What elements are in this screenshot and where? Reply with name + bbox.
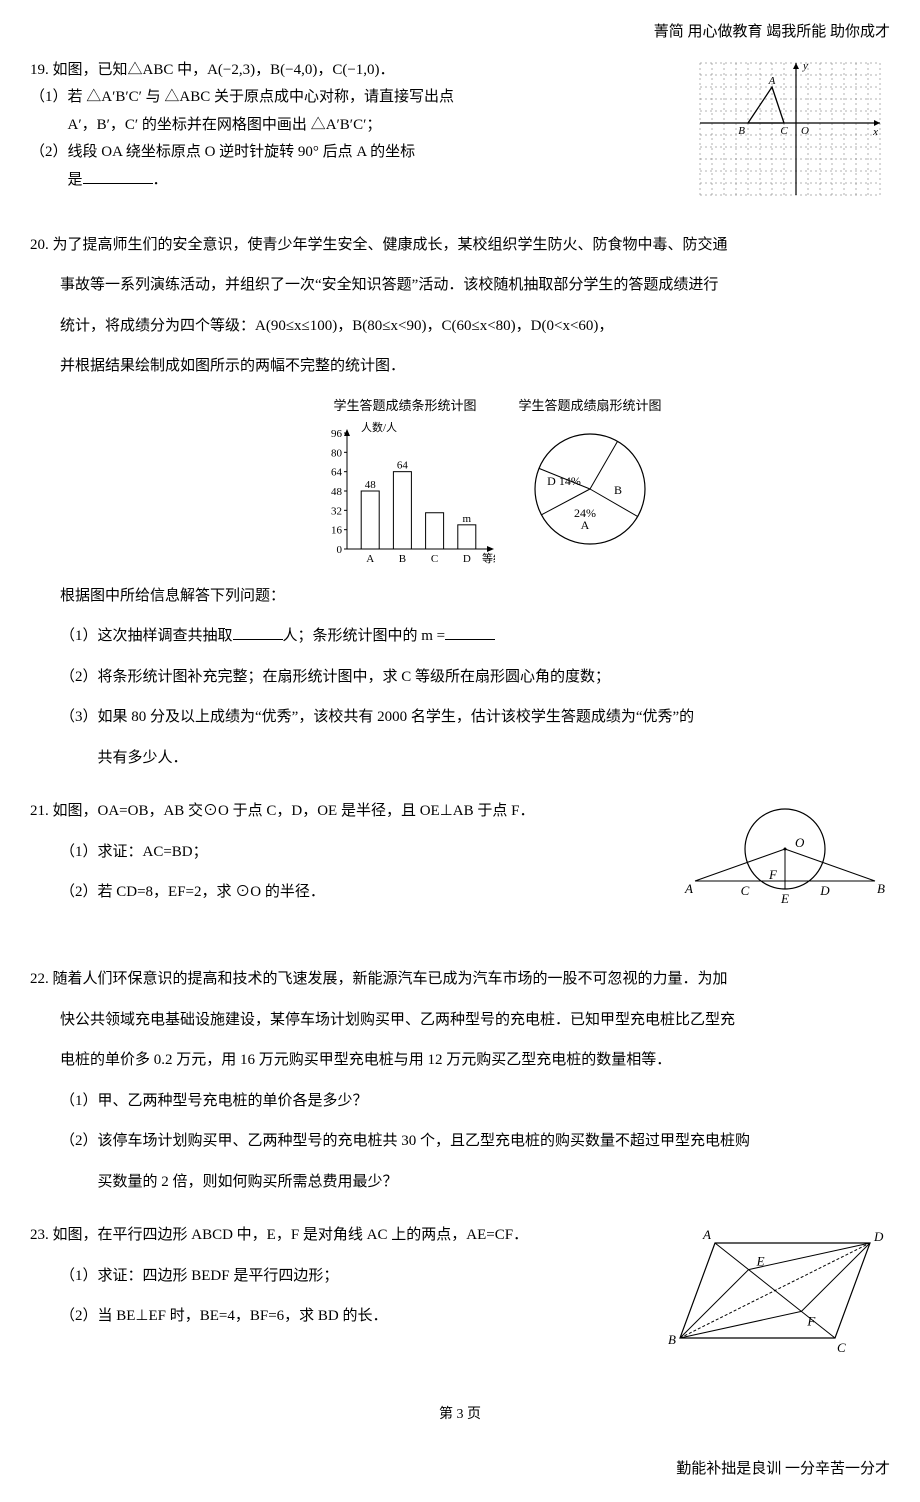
- q19-part1-line1: （1）若 △A′B′C′ 与 △ABC 关于原点成中心对称，请直接写出点: [30, 85, 685, 111]
- svg-text:D: D: [463, 553, 471, 565]
- svg-text:x: x: [872, 126, 878, 138]
- svg-text:C: C: [837, 1340, 846, 1355]
- svg-text:F: F: [768, 867, 778, 882]
- q19-p2c-text: ．: [153, 172, 168, 188]
- page-footer: 勤能补拙是良训 一分辛苦一分才: [30, 1457, 890, 1483]
- svg-text:16: 16: [331, 524, 343, 536]
- q20-stem-line3: 统计，将成绩分为四个等级：A(90≤x≤100)，B(80≤x<90)，C(60…: [30, 314, 890, 340]
- q19-grid-figure: A B C Ox y: [695, 58, 890, 205]
- svg-text:m: m: [463, 512, 472, 524]
- svg-text:人数/人: 人数/人: [361, 421, 397, 434]
- q23-figure: A D B C E F: [660, 1223, 890, 1373]
- q22-part1: （1）甲、乙两种型号充电桩的单价各是多少？: [30, 1089, 890, 1115]
- q21-figure: O F A B C D E: [680, 799, 890, 939]
- svg-text:B: B: [738, 125, 745, 137]
- svg-text:O: O: [795, 835, 805, 850]
- svg-text:B: B: [399, 553, 406, 565]
- q19-part2-line2: 是．: [30, 168, 685, 194]
- blank-fill: [83, 168, 153, 184]
- q19-part2-line1: （2）线段 OA 绕坐标原点 O 逆时针旋转 90° 后点 A 的坐标: [30, 140, 685, 166]
- q20-p1a: （1）这次抽样调查共抽取: [60, 628, 233, 644]
- svg-text:A: A: [366, 553, 374, 565]
- q19-p2b-text: 是: [68, 172, 83, 188]
- page-number: 第 3 页: [30, 1403, 890, 1427]
- q22-part2-line1: （2）该停车场计划购买甲、乙两种型号的充电桩共 30 个，且乙型充电桩的购买数量…: [30, 1129, 890, 1155]
- svg-text:D 14%: D 14%: [547, 474, 581, 488]
- svg-text:y: y: [802, 60, 808, 72]
- q20-part3-line1: （3）如果 80 分及以上成绩为“优秀”，该校共有 2000 名学生，估计该校学…: [30, 705, 890, 731]
- svg-text:A: A: [702, 1227, 711, 1242]
- q20-stem-line2: 事故等一系列演练活动，并组织了一次“安全知识答题”活动．该校随机抽取部分学生的答…: [30, 273, 890, 299]
- problem-22: 22. 随着人们环保意识的提高和技术的飞速发展，新能源汽车已成为汽车市场的一股不…: [30, 967, 890, 1195]
- svg-text:A: A: [768, 75, 776, 87]
- q19-stem: 19. 如图，已知△ABC 中，A(−2,3)，B(−4,0)，C(−1,0)．: [30, 58, 685, 84]
- q20-part1: （1）这次抽样调查共抽取 人；条形统计图中的 m =: [30, 624, 890, 650]
- svg-text:80: 80: [331, 447, 343, 459]
- page-header: 菁简 用心做教育 竭我所能 助你成才: [30, 20, 890, 46]
- svg-text:0: 0: [337, 544, 343, 556]
- q20-after: 根据图中所给信息解答下列问题：: [30, 584, 890, 610]
- pie-chart-title: 学生答题成绩扇形统计图: [515, 395, 665, 417]
- svg-text:E: E: [756, 1254, 765, 1269]
- pie-chart-container: 学生答题成绩扇形统计图 B24%AD 14%: [515, 395, 665, 559]
- svg-text:E: E: [780, 891, 789, 906]
- bar-chart-container: 学生答题成绩条形统计图 0 16 32 48 64 80 96 人数/人 A 48 B 64 C Dm 等级: [315, 395, 495, 569]
- problem-23: ADBCEF 23. 如图，在平行四边形 ABCD 中，E，F 是对角线 AC …: [30, 1223, 890, 1373]
- svg-text:A: A: [684, 881, 693, 896]
- problem-21: OFABCDE 21. 如图，OA=OB，AB 交⊙O 于点 C，D，OE 是半…: [30, 799, 890, 939]
- svg-text:O: O: [801, 125, 809, 137]
- svg-text:C: C: [780, 125, 788, 137]
- q22-stem-line2: 快公共领域充电基础设施建设，某停车场计划购买甲、乙两种型号的充电桩．已知甲型充电…: [30, 1008, 890, 1034]
- svg-text:F: F: [806, 1313, 816, 1328]
- q19-part1-line2: A′，B′，C′ 的坐标并在网格图中画出 △A′B′C′；: [30, 113, 685, 139]
- q22-part2-line2: 买数量的 2 倍，则如何购买所需总费用最少？: [30, 1170, 890, 1196]
- svg-text:D: D: [819, 883, 830, 898]
- svg-text:A: A: [581, 518, 590, 532]
- bar-chart-title: 学生答题成绩条形统计图: [315, 395, 495, 417]
- svg-text:C: C: [741, 883, 750, 898]
- problem-20: 20. 为了提高师生们的安全意识，使青少年学生安全、健康成长，某校组织学生防火、…: [30, 233, 890, 772]
- svg-text:64: 64: [331, 466, 343, 478]
- svg-text:B: B: [668, 1332, 676, 1347]
- q20-stem-line4: 并根据结果绘制成如图所示的两幅不完整的统计图．: [30, 354, 890, 380]
- q20-part3-line2: 共有多少人．: [30, 746, 890, 772]
- blank-fill: [233, 624, 283, 640]
- q22-stem-line3: 电桩的单价多 0.2 万元，用 16 万元购买甲型充电桩与用 12 万元购买乙型…: [30, 1048, 890, 1074]
- svg-text:C: C: [431, 553, 438, 565]
- q22-stem-line1: 22. 随着人们环保意识的提高和技术的飞速发展，新能源汽车已成为汽车市场的一股不…: [30, 967, 890, 993]
- svg-text:48: 48: [365, 479, 377, 491]
- q20-part2: （2）将条形统计图补充完整；在扇形统计图中，求 C 等级所在扇形圆心角的度数；: [30, 665, 890, 691]
- svg-text:48: 48: [331, 486, 343, 498]
- svg-text:B: B: [614, 483, 622, 497]
- svg-text:32: 32: [331, 505, 342, 517]
- problem-19: 19. 如图，已知△ABC 中，A(−2,3)，B(−4,0)，C(−1,0)．…: [30, 58, 890, 205]
- svg-text:D: D: [873, 1229, 884, 1244]
- svg-text:64: 64: [397, 459, 409, 471]
- blank-fill: [445, 624, 495, 640]
- svg-text:B: B: [877, 881, 885, 896]
- q20-p1b: 人；条形统计图中的 m =: [283, 628, 446, 644]
- svg-text:等级: 等级: [482, 551, 495, 565]
- svg-text:96: 96: [331, 428, 343, 440]
- q20-stem-line1: 20. 为了提高师生们的安全意识，使青少年学生安全、健康成长，某校组织学生防火、…: [30, 233, 890, 259]
